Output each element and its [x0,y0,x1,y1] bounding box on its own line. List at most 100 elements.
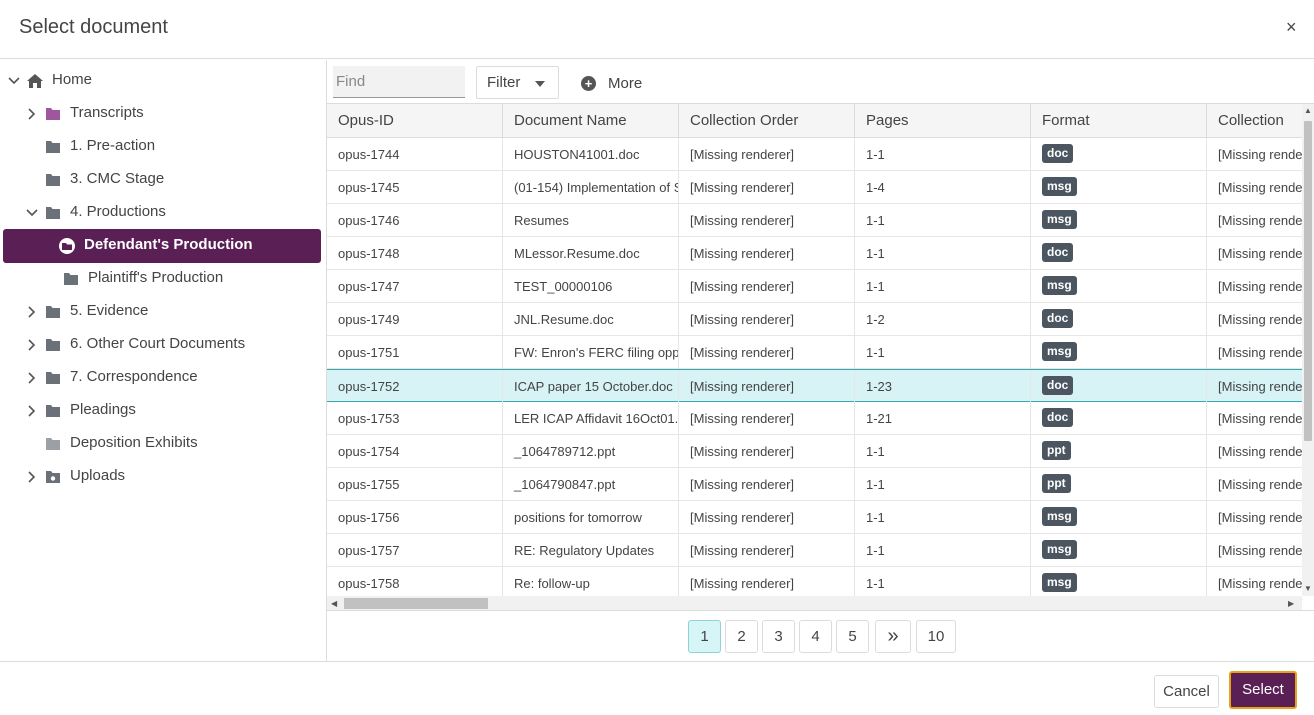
table-cell: [Missing renderer] [1207,468,1314,500]
tree-item-label: Pleadings [70,401,136,418]
chevron-down-icon[interactable] [24,205,40,221]
next-pages-icon[interactable]: » [875,620,911,653]
select-button[interactable]: Select [1229,671,1297,709]
table-cell: 1-1 [855,567,1031,599]
table-row[interactable]: opus-1757 RE: Regulatory Updates [Missing … [327,534,1314,567]
page-button[interactable]: 2 [725,620,758,653]
scroll-down-icon[interactable]: ▼ [1304,584,1312,593]
table-cell: [Missing renderer] [679,567,855,599]
table-cell: [Missing renderer] [679,171,855,203]
table-cell: [Missing renderer] [1207,402,1314,434]
more-button[interactable]: + More [581,73,642,93]
column-header[interactable]: Pages [855,104,1031,138]
vertical-scroll-thumb[interactable] [1304,121,1312,441]
table-cell: 1-1 [855,501,1031,533]
scroll-up-icon[interactable]: ▲ [1304,106,1312,115]
vertical-scrollbar[interactable]: ▲ ▼ [1302,104,1314,596]
table-cell: [Missing renderer] [1207,270,1314,302]
folder-icon [62,271,80,287]
table-row[interactable]: opus-1744 HOUSTON41001.doc [Missing render… [327,138,1314,171]
table-cell: 1-23 [855,370,1031,402]
column-header[interactable]: Document Name [503,104,679,138]
table-row[interactable]: opus-1755 _1064790847.ppt [Missing rendere… [327,468,1314,501]
table-cell: 1-1 [855,270,1031,302]
table-cell: opus-1752 [327,370,503,402]
format-cell: msg [1031,270,1207,302]
table-cell: [Missing renderer] [679,303,855,335]
chevron-right-icon[interactable] [24,370,40,386]
column-header[interactable]: Format [1031,104,1207,138]
tree-item[interactable]: 7. Correspondence [0,365,327,391]
table-cell: [Missing renderer] [679,402,855,434]
table-cell: [Missing renderer] [1207,501,1314,533]
table-row[interactable]: opus-1745(01-154) Implementation of Sect… [327,171,1314,204]
table-cell: [Missing renderer] [1207,336,1314,368]
tree-item[interactable]: 6. Other Court Documents [0,332,327,358]
table-cell: opus-1755 [327,468,503,500]
format-cell: doc [1031,370,1207,402]
tree-item-home[interactable]: Home [6,68,321,94]
table-cell: 1-1 [855,237,1031,269]
more-label: More [608,74,643,92]
chevron-down-icon[interactable] [6,73,22,89]
scroll-left-icon[interactable]: ◀ [331,599,338,608]
page-button[interactable]: 3 [762,620,795,653]
table-header: Opus-ID Document Name Collection Order Page… [327,104,1314,138]
column-header[interactable]: Collection Order [679,104,855,138]
last-page-button[interactable]: 10 [916,620,956,653]
tree-item[interactable]: Defendant's Production [3,229,321,263]
table-cell: opus-1745 [327,171,503,203]
chevron-right-icon[interactable] [24,304,40,320]
tree-item[interactable]: 5. Evidence [0,299,327,325]
cancel-button[interactable]: Cancel [1154,675,1219,708]
column-header[interactable]: Opus-ID [327,104,503,138]
pagination: 1 2 3 4 5» 10 [327,610,1314,661]
table-row[interactable]: opus-1752 ICAP paper 15 October.doc [Missi… [327,369,1314,402]
home-icon [26,73,44,89]
table-row[interactable]: opus-1758 Re: follow-up [Missing renderer]… [327,567,1314,600]
tree-item-label: Defendant's Production [84,236,253,253]
table-row[interactable]: opus-1747 TEST_00000106 [Missing renderer]… [327,270,1314,303]
find-input[interactable] [333,66,465,98]
table-cell: [Missing renderer] [1207,303,1314,335]
folder-icon [58,238,76,254]
column-header[interactable]: Collection [1207,104,1314,138]
tree-item[interactable]: 3. CMC Stage [0,167,327,193]
horizontal-scrollbar[interactable]: ◀ ▶ [327,596,1302,610]
table-row[interactable]: opus-1756 positions for tomorrow [Missing … [327,501,1314,534]
format-badge: msg [1042,342,1077,361]
tree-item[interactable]: 4. Productions [0,200,327,226]
tree-item[interactable]: Transcripts [0,101,327,127]
page-button[interactable]: 5 [836,620,869,653]
page-button[interactable]: 4 [799,620,832,653]
filter-dropdown[interactable]: Filter [476,66,559,99]
horizontal-scroll-thumb[interactable] [344,598,488,609]
table-cell: opus-1753 [327,402,503,434]
tree-item[interactable]: 1. Pre-action [0,134,327,160]
scroll-right-icon[interactable]: ▶ [1288,599,1295,608]
page-button[interactable]: 1 [688,620,721,653]
chevron-right-icon[interactable] [24,337,40,353]
table-cell: [Missing renderer] [1207,138,1314,170]
chevron-right-icon[interactable] [24,106,40,122]
close-icon[interactable]: × [1286,17,1297,37]
format-cell: doc [1031,138,1207,170]
tree-item[interactable]: Pleadings [0,398,327,424]
table-row[interactable]: opus-1749 JNL.Resume.doc [Missing renderer… [327,303,1314,336]
format-cell: msg [1031,336,1207,368]
tree-item[interactable]: Deposition Exhibits [0,431,327,457]
format-badge: doc [1042,144,1074,163]
format-cell: doc [1031,402,1207,434]
table-row[interactable]: opus-1748 MLessor.Resume.doc [Missing rend… [327,237,1314,270]
tree-item[interactable]: Plaintiff's Production [0,266,327,292]
table-row[interactable]: opus-1746 Resumes [Missing renderer] 1-1 msg… [327,204,1314,237]
table-cell: TEST_00000106 [503,270,679,302]
chevron-right-icon[interactable] [24,469,40,485]
table-cell: [Missing renderer] [679,270,855,302]
chevron-right-icon[interactable] [24,403,40,419]
table-cell: [Missing renderer] [679,468,855,500]
table-row[interactable]: opus-1754 _1064789712.ppt [Missing rendere… [327,435,1314,468]
tree-item[interactable]: Uploads [0,464,327,490]
